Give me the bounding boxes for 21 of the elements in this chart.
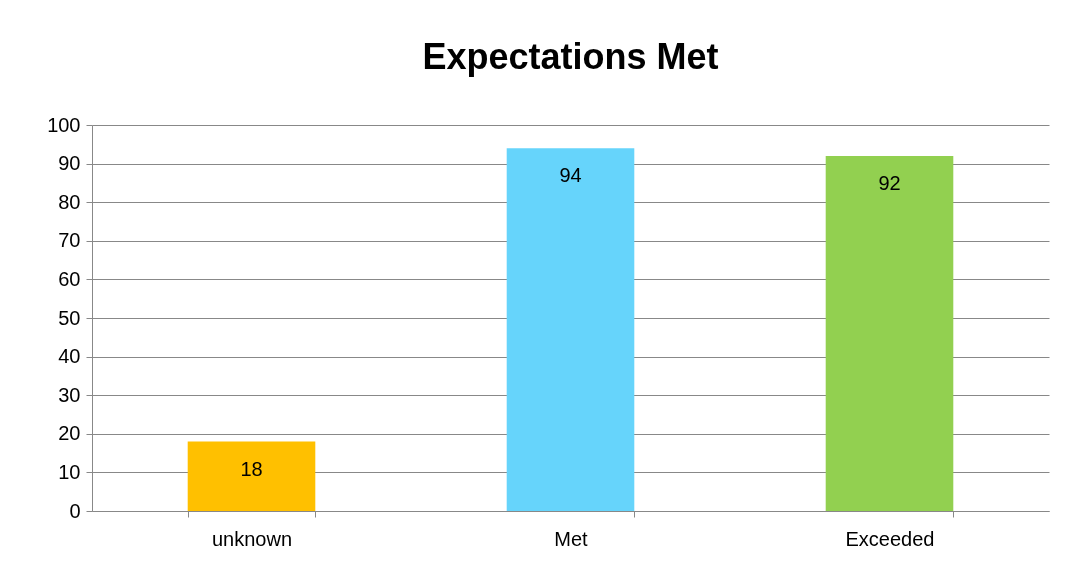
y-tick-label: 10 [58, 460, 81, 483]
y-tick-label: 40 [58, 345, 81, 368]
y-tick-label: 50 [58, 306, 81, 329]
y-tick-label: 80 [58, 190, 81, 213]
bar [506, 148, 635, 511]
y-tick-label: 100 [47, 113, 81, 136]
x-tick-label: Exceeded [845, 527, 935, 550]
bar [187, 441, 316, 511]
chart-title: Expectations Met [422, 36, 719, 77]
data-label: 92 [878, 171, 901, 194]
x-tick-label: Met [554, 527, 589, 550]
y-tick-label: 0 [69, 499, 81, 522]
data-label: 18 [240, 457, 263, 480]
bar [825, 155, 954, 511]
data-label: 94 [559, 164, 582, 187]
y-tick-label: 20 [58, 422, 81, 445]
y-tick-label: 30 [58, 383, 81, 406]
y-tick-label: 70 [58, 229, 81, 252]
y-tick-label: 90 [58, 152, 81, 175]
y-tick-label: 60 [58, 267, 81, 290]
x-tick-label: unknown [211, 527, 293, 550]
